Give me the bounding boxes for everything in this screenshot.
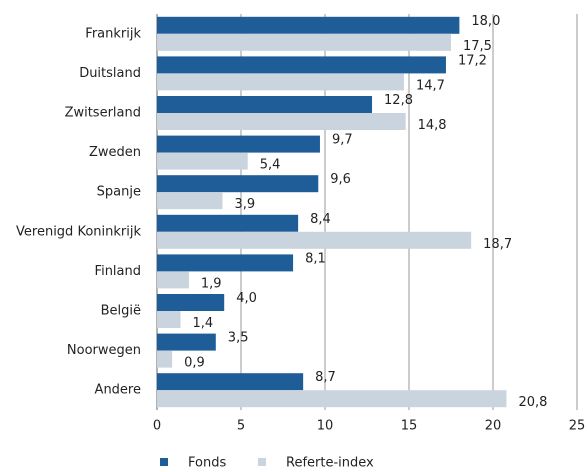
value-label: 20,8 [518,395,547,410]
y-tick-label: Verenigd Koninkrijk [16,224,141,239]
bar [157,214,299,232]
value-label: 0,9 [184,356,205,371]
y-tick-label: België [101,304,141,319]
y-tick-label: Spanje [97,185,141,200]
y-tick-label: Andere [95,383,141,398]
value-label: 12,8 [384,93,413,108]
value-label: 3,9 [235,197,256,212]
x-tick-label: 25 [569,419,586,434]
bar [157,373,304,391]
bar [157,271,189,289]
x-tick-label: 0 [153,419,161,434]
bar [157,152,248,170]
y-tick-label: Finland [95,264,141,279]
bar [157,333,216,351]
legend-label: Referte-index [286,456,374,471]
bar [157,254,294,272]
x-tick-label: 10 [317,419,334,434]
y-tick-label: Duitsland [79,66,141,81]
bar [157,135,320,153]
value-label: 3,5 [228,331,249,346]
legend-marker [258,458,266,466]
value-label: 9,6 [330,172,351,187]
value-label: 14,7 [416,78,445,93]
value-label: 8,4 [310,212,331,227]
y-tick-label: Zwitserland [65,106,141,121]
bar [157,294,225,311]
bar [157,56,446,74]
bar [157,96,373,113]
x-tick-label: 15 [401,419,418,434]
value-label: 1,4 [193,316,214,331]
value-label: 4,0 [236,291,257,306]
bar [157,33,451,51]
value-label: 17,2 [458,53,487,68]
bar [157,311,181,328]
y-tick-label: Zweden [89,145,141,160]
value-label: 17,5 [463,39,492,54]
bar [157,113,406,130]
value-label: 14,8 [418,118,447,133]
y-tick-label: Noorwegen [67,343,141,358]
x-tick-label: 5 [237,419,245,434]
legend-label: Fonds [188,456,226,471]
value-label: 18,0 [471,14,500,29]
bar [157,231,472,249]
value-label: 1,9 [201,276,222,291]
bar [157,73,404,91]
y-tick-label: Frankrijk [85,26,141,41]
x-tick-label: 20 [485,419,502,434]
bar [157,350,173,368]
value-label: 18,7 [483,237,512,252]
bar [157,16,460,34]
value-label: 8,1 [305,251,326,266]
value-label: 5,4 [260,158,281,173]
value-label: 9,7 [332,133,353,148]
value-label: 8,7 [315,370,336,385]
bar [157,192,223,210]
bar [157,175,319,193]
legend-marker [160,458,168,466]
bar [157,390,507,408]
